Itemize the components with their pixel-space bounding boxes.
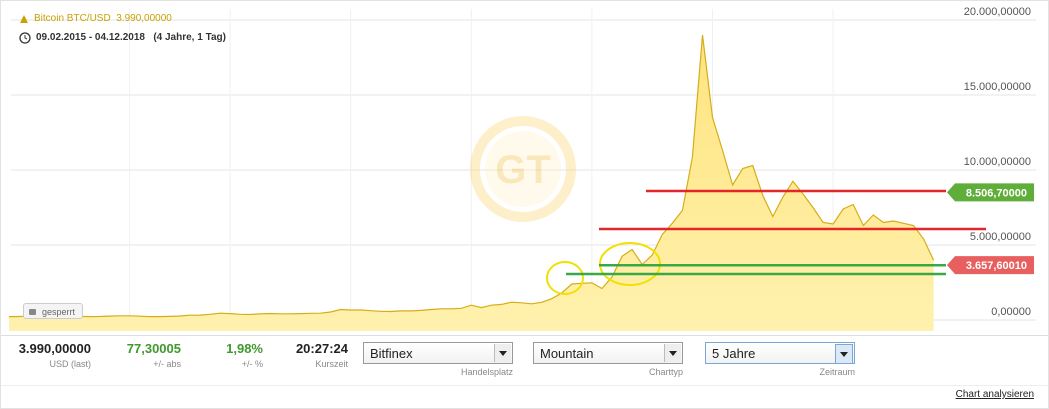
separator (1, 335, 1048, 336)
header-price: 3.990,00000 (116, 13, 172, 24)
quote-value: 1,98% (226, 341, 263, 356)
quote-item: 1,98% +/- % (201, 341, 263, 369)
header-icons (19, 15, 31, 44)
quote-label: +/- % (241, 359, 263, 369)
area-fill (9, 35, 934, 331)
dropdown-value: Bitfinex (370, 346, 413, 361)
watermark-text: GT (495, 148, 551, 192)
quote-label: USD (last) (49, 359, 91, 369)
quote-label: +/- abs (153, 359, 181, 369)
chart: 0,00000 5.000,00000 10.000,00000 15.000,000… (8, 6, 1036, 331)
analyze-link[interactable]: Chart analysieren (955, 389, 1034, 400)
dropdown-label: Handelsplatz (460, 367, 513, 377)
quote-value: 77,30005 (126, 341, 181, 356)
highlight-circle (599, 242, 661, 286)
price-tag-label: 8.506,70000 (966, 187, 1027, 199)
dropdown[interactable]: Mountain (533, 342, 683, 364)
quote-item: 20:27:24 Kurszeit (286, 341, 348, 369)
y-tick-label: 20.000,00000 (964, 6, 1031, 18)
price-tag (947, 183, 1034, 202)
dropdown[interactable]: 5 Jahre (705, 342, 855, 364)
y-tick-label: 5.000,00000 (970, 231, 1031, 243)
quote-item: 3.990,00000 USD (last) (11, 341, 91, 369)
dropdown-label: Charttyp (648, 367, 683, 377)
select-group: Bitfinex Handelsplatz (363, 342, 513, 377)
select-group: Mountain Charttyp (533, 342, 683, 377)
dropdown-arrow (835, 344, 853, 364)
dropdown-label: Zeitraum (819, 367, 855, 377)
dropdown-arrow (664, 344, 681, 362)
separator (1, 385, 1048, 386)
quote-value: 3.990,00000 (18, 341, 91, 356)
y-tick-label: 0,00000 (991, 306, 1031, 318)
date-range: 09.02.2015 - 04.12.2018 (36, 32, 145, 43)
price-tag-label: 3.657,60010 (966, 260, 1027, 272)
date-range-note: (4 Jahre, 1 Tag) (153, 32, 226, 43)
dropdown-arrow (494, 344, 511, 362)
header-range-row: 09.02.2015 - 04.12.2018 (4 Jahre, 1 Tag) (36, 32, 226, 43)
area-line (8, 34, 935, 318)
quote-value: 20:27:24 (295, 341, 348, 356)
y-tick-label: 10.000,00000 (964, 156, 1031, 168)
dropdown-value: Mountain (540, 346, 594, 361)
price-tag (947, 256, 1034, 275)
dropdown-value: 5 Jahre (712, 346, 756, 361)
dropdown[interactable]: Bitfinex (363, 342, 513, 364)
y-tick-label: 15.000,00000 (964, 81, 1031, 93)
title: Bitcoin BTC/USD (34, 13, 111, 24)
lock-button[interactable]: gesperrt (23, 303, 83, 319)
watermark: GT (470, 116, 576, 222)
quote-label: Kurszeit (315, 359, 348, 369)
select-group: 5 Jahre Zeitraum (705, 342, 855, 377)
header-title-row: Bitcoin BTC/USD 3.990,00000 (34, 13, 172, 24)
quote-item: 77,30005 +/- abs (111, 341, 181, 369)
highlight-circle (546, 261, 584, 295)
